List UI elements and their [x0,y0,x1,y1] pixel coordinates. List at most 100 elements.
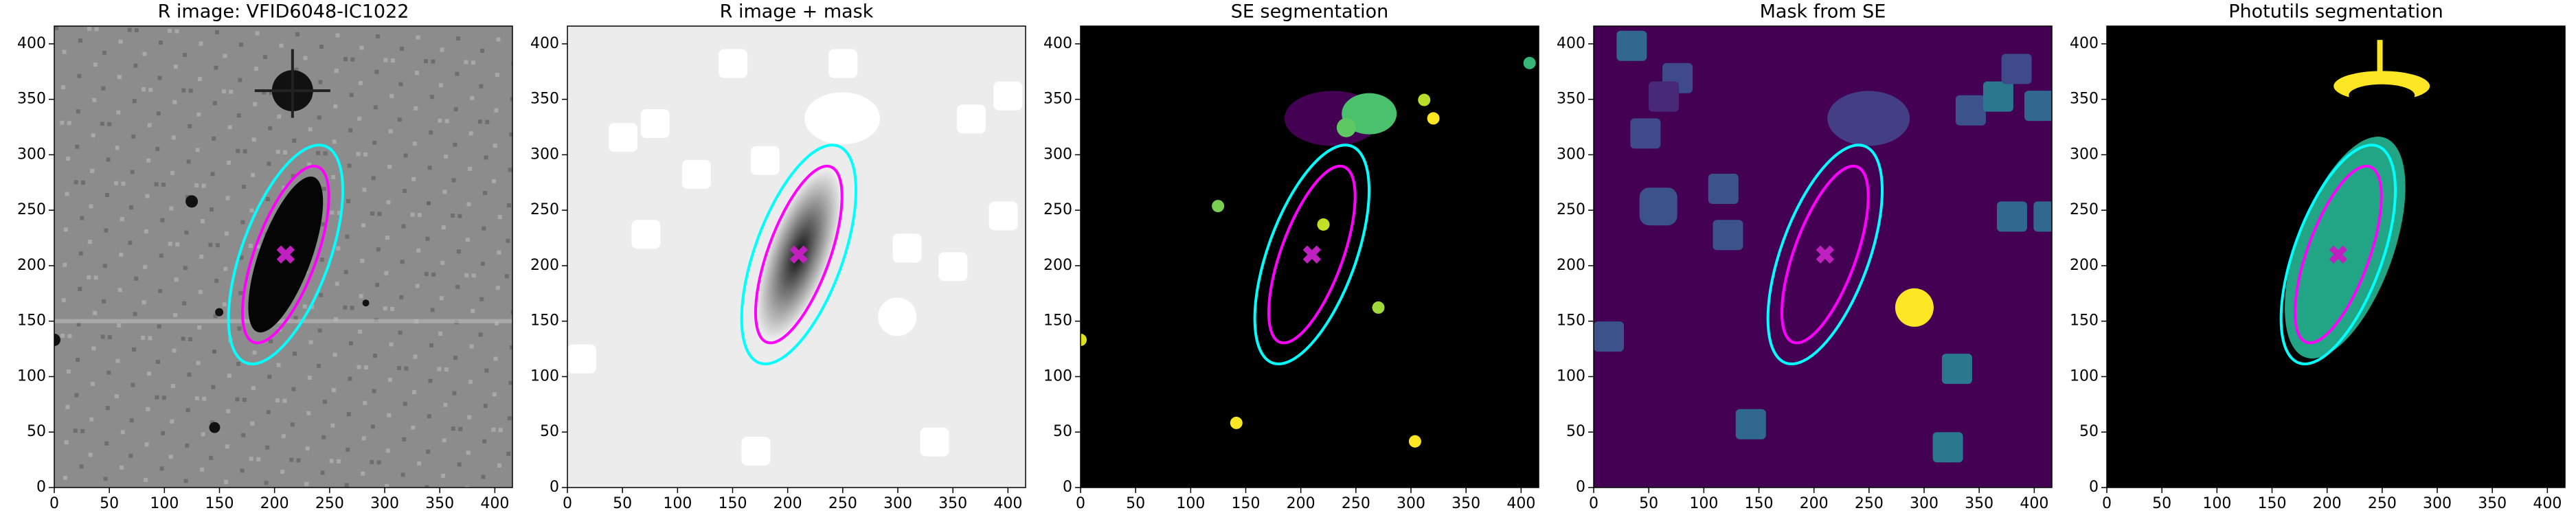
noise [497,463,502,468]
noise [240,220,245,225]
noise [387,378,392,382]
noise [90,382,95,387]
y-tick-label: 300 [17,146,46,163]
noise [93,62,98,67]
noise [331,174,336,179]
noise [443,402,448,407]
noise [144,229,148,234]
noise [253,102,258,106]
noise [221,89,226,94]
noise [453,107,458,112]
noise [157,324,161,329]
noise [128,453,133,458]
noise [332,139,337,144]
noise [208,242,213,247]
axes-frame [1593,25,2053,488]
noise [334,69,339,73]
noise [400,47,404,51]
noise [370,424,375,429]
noise [333,104,338,108]
noise [241,433,246,437]
noise [370,459,374,464]
noise [120,465,124,470]
noise [224,479,229,484]
noise [94,27,99,32]
noise [161,431,166,435]
noise [511,61,512,66]
noise [457,462,462,467]
noise [194,396,199,401]
x-tick-label: 200 [260,495,289,512]
noise [410,212,415,217]
noise [67,121,71,126]
noise [492,179,497,183]
noise [236,148,240,153]
noise [78,286,82,291]
noise [335,33,340,38]
outer-ellipse [227,144,345,366]
noise [87,275,91,279]
x-tick-label: 150 [719,495,747,512]
noise [146,371,151,376]
y-tick-label: 250 [530,201,559,218]
noise [480,49,484,53]
y-tick-label: 0 [1063,479,1072,496]
noise [345,234,350,239]
noise [400,472,405,477]
noise [263,55,267,59]
noise [279,43,284,48]
noise [451,214,455,218]
y-tick-label: 200 [2070,257,2099,274]
noise [387,164,392,169]
noise [174,277,179,282]
noise [107,122,112,126]
noise [181,336,185,341]
mask-block [1639,187,1677,226]
noise [266,410,271,415]
mask-blob [1827,91,1910,146]
noise [468,131,473,136]
center-marker [276,245,295,264]
noise [76,109,80,114]
mask-block [2024,91,2052,122]
noise [346,199,350,203]
noise [188,124,192,128]
x-tick-label: 0 [1076,495,1085,512]
noise [183,479,188,483]
segment [1523,56,1536,69]
noise [375,282,380,287]
noise [102,51,106,55]
x-tick-label: 150 [1745,495,1774,512]
noise [183,266,188,271]
noise [335,282,339,286]
noise [170,419,174,424]
noise [357,116,362,121]
noise [411,425,416,430]
x-tick-label: 150 [1232,495,1261,512]
y-tick-label: 350 [2070,91,2099,108]
noise [308,340,313,345]
y-tick-label: 300 [1043,146,1072,163]
x-tick-label: 350 [1451,495,1480,512]
y-tick-label: 50 [27,423,46,440]
noise [293,316,298,321]
x-tick-label: 200 [2313,495,2342,512]
noise [143,264,148,269]
noise [470,95,475,100]
inner-ellipse [754,164,844,345]
noise [401,224,406,229]
center-marker [2329,245,2348,264]
noise [385,236,389,240]
noise [106,157,111,162]
noise [212,350,216,354]
y-tick-label: 150 [1557,312,1585,330]
noise [237,326,242,331]
y-tick-label: 350 [530,91,559,108]
segment [1336,117,1356,137]
noise [373,354,377,358]
y-tick-label: 400 [1043,35,1072,52]
noise [322,400,327,404]
noise [455,284,460,289]
noise [357,365,361,369]
